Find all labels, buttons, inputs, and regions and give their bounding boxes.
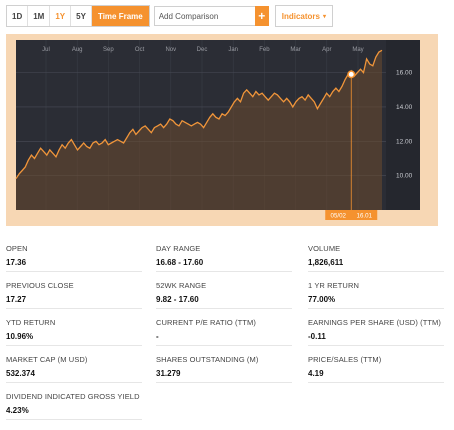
- stat-label: DAY RANGE: [156, 244, 201, 253]
- stat-item: SHARES OUTSTANDING (M) 31.279: [156, 355, 292, 383]
- stat-label: EARNINGS PER SHARE (USD) (TTM): [308, 318, 442, 327]
- stat-label: VOLUME: [308, 244, 341, 253]
- chart-toolbar: 1D 1M 1Y 5Y Time Frame + Indicators ▾: [6, 5, 333, 27]
- stat-label: CURRENT P/E RATIO (TTM): [156, 318, 256, 327]
- stat-label: 52WK RANGE: [156, 281, 207, 290]
- x-tick-label: Mar: [290, 47, 300, 53]
- x-tick-label: Apr: [322, 47, 331, 53]
- stat-item: PRICE/SALES (TTM) 4.19: [308, 355, 444, 383]
- stat-value: -: [156, 332, 159, 341]
- stat-label: OPEN: [6, 244, 28, 253]
- x-tick-label: Nov: [165, 47, 176, 53]
- chevron-down-icon: ▾: [322, 13, 326, 20]
- stat-label: PREVIOUS CLOSE: [6, 281, 74, 290]
- x-tick-label: May: [352, 47, 363, 53]
- stat-divider: [156, 271, 292, 272]
- y-tick-label: 10.00: [396, 173, 413, 180]
- crosshair-date-badge: [325, 210, 378, 220]
- stat-label: SHARES OUTSTANDING (M): [156, 355, 259, 364]
- stat-value: 9.82 - 17.60: [156, 295, 199, 304]
- stat-divider: [156, 382, 292, 383]
- price-line: [15, 49, 383, 180]
- stat-value: 4.19: [308, 369, 324, 378]
- stat-divider: [308, 308, 444, 309]
- stat-label: 1 YR RETURN: [308, 281, 359, 290]
- add-comparison-input[interactable]: [153, 6, 255, 26]
- x-tick-label: Jan: [228, 47, 238, 53]
- price-area-fill: [16, 50, 382, 210]
- stat-divider: [308, 271, 444, 272]
- range-1d-button[interactable]: 1D: [7, 6, 29, 26]
- stat-item: YTD RETURN 10.96%: [6, 318, 142, 346]
- x-tick-label: Aug: [72, 47, 83, 53]
- stat-value: 532.374: [6, 369, 35, 378]
- x-tick-label: Oct: [135, 47, 145, 53]
- stat-value: 77.00%: [308, 295, 336, 304]
- range-1y-button[interactable]: 1Y: [50, 6, 72, 26]
- y-tick-label: 12.00: [396, 138, 413, 145]
- stat-value: 31.279: [156, 369, 181, 378]
- stat-item: EARNINGS PER SHARE (USD) (TTM) -0.11: [308, 318, 444, 346]
- price-chart-frame: Jul Aug Sep Oct Nov Dec Jan Feb Mar Apr May 16.00 14…: [6, 34, 438, 226]
- stat-value: 4.23%: [6, 406, 29, 415]
- stat-item: 52WK RANGE 9.82 - 17.60: [156, 281, 292, 309]
- stat-divider: [308, 345, 444, 346]
- stat-item: MARKET CAP (M USD) 532.374: [6, 355, 142, 383]
- x-tick-label: Sep: [103, 47, 114, 53]
- x-tick-label: Dec: [197, 47, 208, 53]
- stat-item: OPEN 17.36: [6, 244, 142, 272]
- y-tick-label: 16.00: [396, 70, 413, 77]
- stat-item: CURRENT P/E RATIO (TTM) -: [156, 318, 292, 346]
- crosshair-marker: [347, 70, 356, 79]
- price-chart[interactable]: Jul Aug Sep Oct Nov Dec Jan Feb Mar Apr May 16.00 14…: [6, 34, 438, 226]
- stat-item: VOLUME 1,826,611: [308, 244, 444, 272]
- stat-value: 17.36: [6, 258, 27, 267]
- stat-divider: [308, 382, 444, 383]
- indicators-dropdown[interactable]: Indicators ▾: [274, 5, 333, 27]
- stat-value: 1,826,611: [308, 258, 344, 267]
- crosshair-value-label: 16.01: [357, 213, 373, 220]
- indicators-label: Indicators: [281, 11, 320, 21]
- stat-item: 1 YR RETURN 77.00%: [308, 281, 444, 309]
- range-1m-button[interactable]: 1M: [28, 6, 51, 26]
- y-tick-label: 14.00: [396, 104, 413, 111]
- add-comparison-button[interactable]: +: [254, 6, 269, 26]
- stat-label: DIVIDEND INDICATED GROSS YIELD: [6, 392, 140, 401]
- stat-item: PREVIOUS CLOSE 17.27: [6, 281, 142, 309]
- stat-item: DAY RANGE 16.68 - 17.60: [156, 244, 292, 272]
- range-selector: 1D 1M 1Y 5Y Time Frame: [6, 5, 150, 27]
- stat-value: 16.68 - 17.60: [156, 258, 204, 267]
- stat-divider: [156, 345, 292, 346]
- crosshair-date-label: 05/02: [331, 213, 347, 220]
- stat-divider: [156, 308, 292, 309]
- stat-value: 10.96%: [6, 332, 34, 341]
- stat-item: DIVIDEND INDICATED GROSS YIELD 4.23%: [6, 392, 142, 420]
- stat-divider: [6, 382, 142, 383]
- x-tick-label: Jul: [42, 47, 50, 53]
- range-5y-button[interactable]: 5Y: [71, 6, 92, 26]
- stat-divider: [6, 419, 142, 420]
- stat-value: -0.11: [308, 332, 326, 341]
- stat-label: YTD RETURN: [6, 318, 56, 327]
- stat-divider: [6, 271, 142, 272]
- add-comparison-group: +: [153, 6, 269, 26]
- stat-label: MARKET CAP (M USD): [6, 355, 88, 364]
- x-tick-label: Feb: [259, 47, 270, 53]
- stat-divider: [6, 308, 142, 309]
- stat-divider: [6, 345, 142, 346]
- time-frame-button[interactable]: Time Frame: [91, 6, 149, 26]
- stat-label: PRICE/SALES (TTM): [308, 355, 382, 364]
- stat-value: 17.27: [6, 295, 27, 304]
- y-axis-panel: [386, 40, 420, 210]
